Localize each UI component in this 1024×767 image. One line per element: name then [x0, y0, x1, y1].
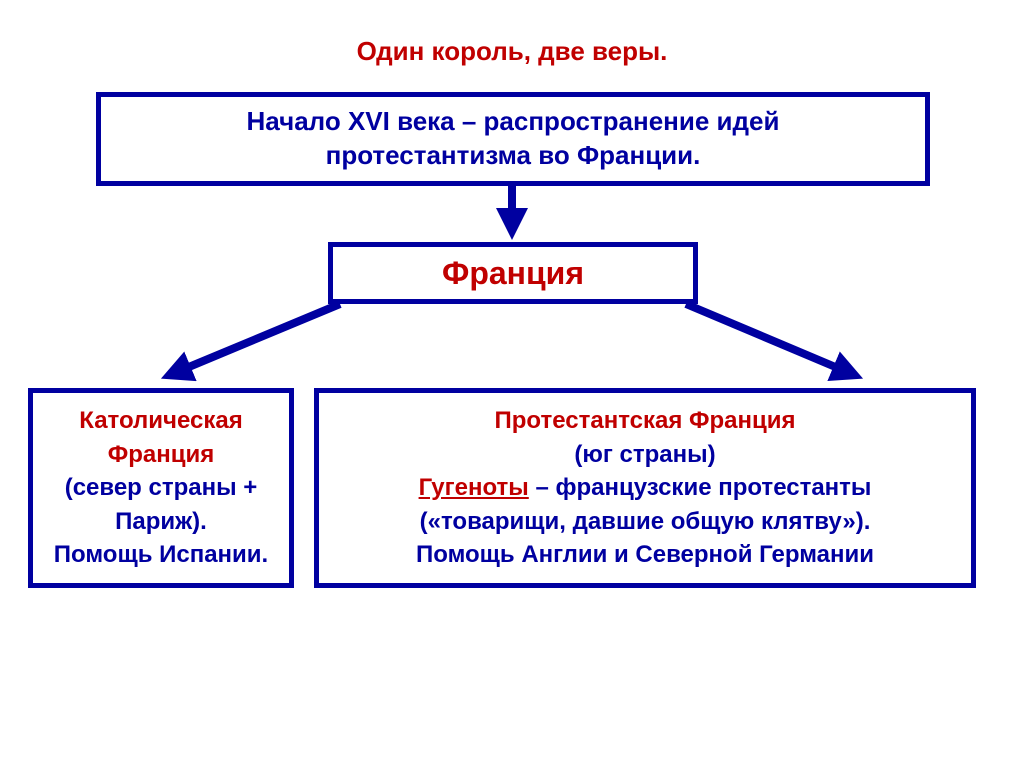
protestant-l2: (юг страны) — [574, 438, 715, 472]
arrow-right-icon — [686, 304, 852, 374]
huguenots-term: Гугеноты — [419, 474, 529, 501]
catholic-l1: Католическая — [79, 404, 242, 438]
catholic-l3: (север страны + — [65, 471, 258, 505]
protestant-l3: Гугеноты – французские протестанты — [419, 471, 872, 505]
protestant-l4: («товарищи, давшие общую клятву»). — [420, 505, 871, 539]
france-label: Франция — [442, 255, 584, 292]
intro-box: Начало XVI века – распространение идей п… — [96, 92, 930, 186]
slide-title: Один король, две веры. — [0, 36, 1024, 67]
catholic-box: Католическая Франция (север страны + Пар… — [28, 388, 294, 588]
protestant-l1: Протестантская Франция — [494, 404, 795, 438]
france-box: Франция — [328, 242, 698, 304]
arrow-left-icon — [172, 304, 340, 374]
catholic-l2: Франция — [108, 438, 215, 472]
intro-line1: Начало XVI века – распространение идей — [247, 105, 780, 139]
catholic-l4: Париж). — [115, 505, 207, 539]
protestant-box: Протестантская Франция (юг страны) Гуген… — [314, 388, 976, 588]
protestant-l5: Помощь Англии и Северной Германии — [416, 538, 874, 572]
title-text: Один король, две веры. — [357, 36, 668, 66]
catholic-l5: Помощь Испании. — [54, 538, 268, 572]
huguenots-desc: – французские протестанты — [529, 474, 872, 501]
intro-line2: протестантизма во Франции. — [326, 139, 701, 173]
